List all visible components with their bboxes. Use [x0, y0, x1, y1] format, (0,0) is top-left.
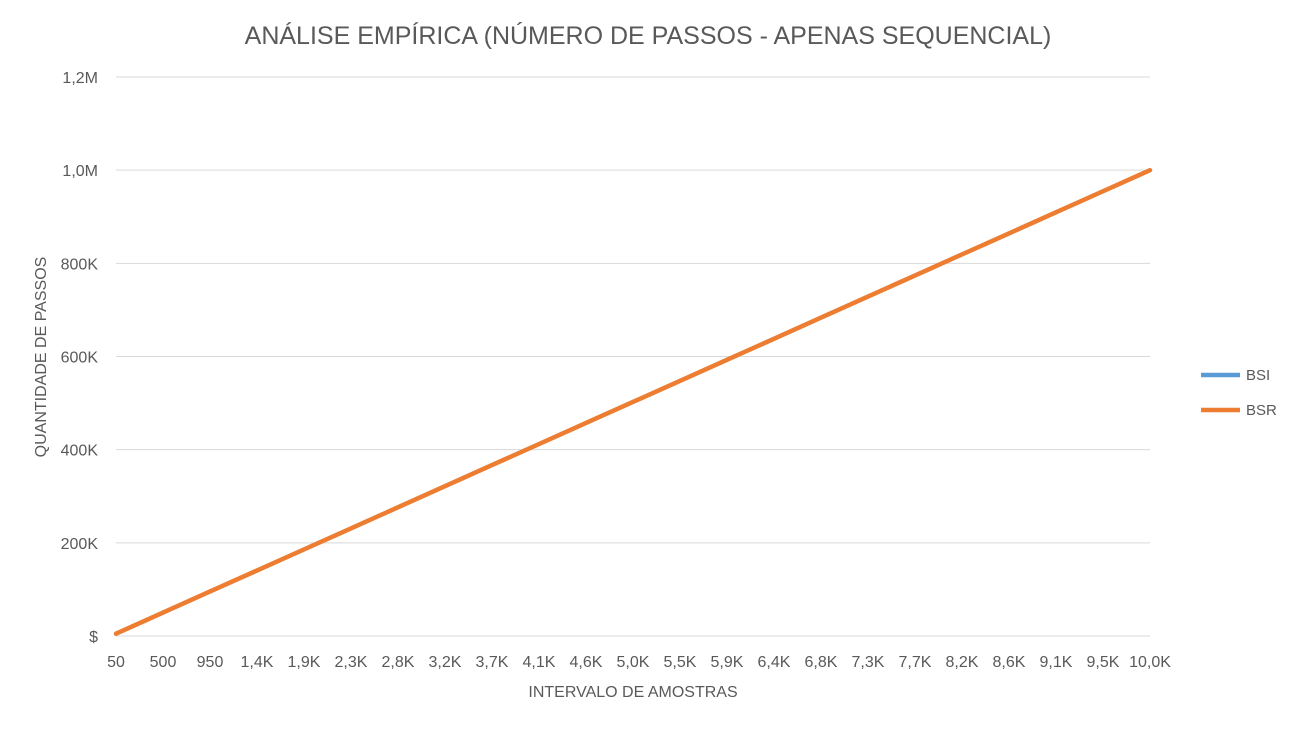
y-tick-label: 1,2M [62, 70, 98, 87]
x-tick-label: 3,2K [429, 654, 462, 671]
x-tick-label: 2,3K [335, 654, 368, 671]
y-tick-label: $ [89, 629, 98, 646]
x-tick-label: 5,5K [664, 654, 697, 671]
x-tick-label: 8,2K [946, 654, 979, 671]
y-tick-label: 400K [61, 443, 99, 460]
x-tick-label: 4,1K [523, 654, 556, 671]
x-tick-label: 9,5K [1087, 654, 1120, 671]
x-tick-label: 5,0K [617, 654, 650, 671]
y-axis-title: QUANTIDADE DE PASSOS [33, 257, 50, 458]
y-tick-label: 800K [61, 256, 99, 273]
x-tick-label: 500 [150, 654, 177, 671]
x-tick-label: 9,1K [1040, 654, 1073, 671]
x-tick-label: 3,7K [476, 654, 509, 671]
x-tick-label: 6,8K [805, 654, 838, 671]
x-tick-label: 2,8K [382, 654, 415, 671]
x-tick-label: 7,7K [899, 654, 932, 671]
y-tick-label: 600K [61, 350, 99, 367]
x-tick-label: 950 [197, 654, 224, 671]
y-axis-ticks: $200K 400K 600K 800K 1,0M 1,2M [61, 70, 99, 646]
legend-label-bsr: BSR [1246, 402, 1277, 419]
x-tick-label: 6,4K [758, 654, 791, 671]
x-tick-label: 50 [107, 654, 125, 671]
x-axis-title: INTERVALO DE AMOSTRAS [528, 684, 737, 701]
x-tick-label: 8,6K [993, 654, 1026, 671]
y-tick-label: 1,0M [62, 163, 98, 180]
x-axis-ticks: 50 500 950 1,4K 1,9K 2,3K 2,8K 3,2K 3,7K 4,1K 4,6K… [107, 654, 1171, 671]
x-tick-label: 1,4K [241, 654, 274, 671]
chart-title: ANÁLISE EMPÍRICA (NÚMERO DE PASSOS - APE… [245, 21, 1052, 50]
x-tick-label: 4,6K [570, 654, 603, 671]
x-tick-label: 1,9K [288, 654, 321, 671]
legend: BSI BSR [1201, 367, 1277, 419]
x-tick-label: 7,3K [852, 654, 885, 671]
legend-label-bsi: BSI [1246, 367, 1270, 384]
x-tick-label: 5,9K [711, 654, 744, 671]
series-line-bsr [113, 167, 1153, 636]
x-tick-label: 10,0K [1129, 654, 1171, 671]
gridlines [116, 76, 1150, 637]
series-lines [113, 167, 1153, 636]
y-tick-label: 200K [61, 536, 99, 553]
